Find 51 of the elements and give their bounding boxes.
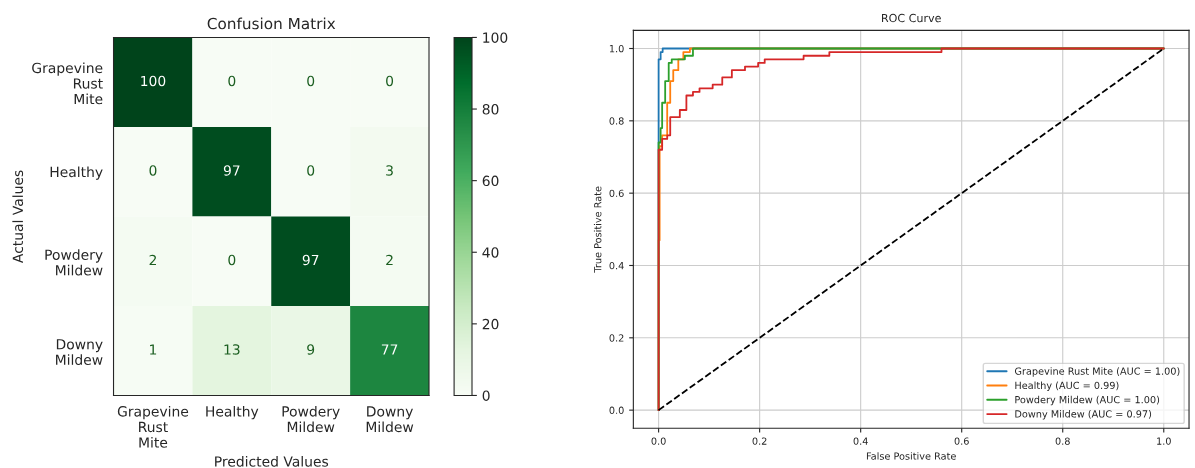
color-bar-label: 0 (482, 390, 490, 401)
legend-label: Downy Mildew (AUC = 0.97) (1015, 410, 1152, 420)
x-tick-label: 1.0 (1157, 437, 1171, 445)
x-tick-label: 0.4 (853, 437, 868, 445)
x-tick-label: Powdery Mildew (282, 405, 340, 433)
y-tick-label: 0.2 (609, 334, 624, 342)
data-label: 77 (381, 344, 398, 355)
x-tick-label: 0.6 (954, 437, 969, 445)
data-label: 0 (307, 75, 315, 87)
color-bar-label: 80 (482, 104, 499, 115)
x-tick-label: 0.8 (1055, 437, 1070, 445)
data-label: 0 (307, 165, 315, 176)
data-label: 97 (223, 165, 240, 176)
y-axis-title: True Positive Rate (593, 186, 602, 273)
chart-title: ROC Curve (882, 13, 941, 23)
x-axis-title: False Positive Rate (866, 452, 956, 460)
x-tick-label: Grapevine Rust Mite (117, 405, 189, 448)
chart-title: Confusion Matrix (207, 17, 336, 30)
data-label: 13 (224, 344, 240, 355)
y-axis-title: Actual Values (12, 170, 24, 263)
x-tick-label: Healthy (206, 405, 259, 420)
color-bar-label: 20 (482, 318, 499, 330)
x-axis-title: Predicted Values (215, 455, 329, 467)
data-label: 2 (386, 254, 393, 266)
legend-label: Powdery Mildew (AUC = 1.00) (1015, 395, 1160, 406)
data-label: 0 (386, 75, 394, 87)
data-label: 97 (302, 254, 319, 266)
y-tick-label: Downy Mildew (56, 339, 103, 366)
data-label: 9 (307, 344, 315, 355)
color-bar-label: 40 (482, 247, 499, 258)
legend-label: Healthy (AUC = 0.99) (1015, 381, 1119, 391)
color-bar-label: 60 (482, 175, 499, 187)
x-tick-label: Downy Mildew (366, 406, 414, 433)
y-tick-label: 0.6 (609, 189, 624, 197)
data-label: 0 (228, 254, 236, 266)
y-tick-label: Grapevine Rust Mite (32, 62, 103, 105)
y-tick-label: Powdery Mildew (45, 249, 103, 276)
y-tick-label: 0.8 (609, 117, 624, 125)
data-label: 100 (141, 75, 166, 87)
legend-label: Grapevine Rust Mite (AUC = 1.00) (1014, 367, 1180, 377)
y-tick-label: 0.4 (609, 261, 624, 270)
data-label: 2 (149, 254, 156, 266)
x-tick-label: 0.0 (651, 437, 666, 445)
data-label: 3 (386, 165, 393, 176)
color-bar-label: 100 (483, 32, 508, 43)
x-tick-label: 0.2 (752, 437, 767, 445)
data-label: 0 (228, 75, 236, 87)
y-tick-label: 1.0 (609, 44, 624, 53)
data-label: 0 (149, 165, 157, 176)
y-tick-label: Healthy (50, 166, 103, 180)
data-label: 1 (150, 344, 157, 355)
